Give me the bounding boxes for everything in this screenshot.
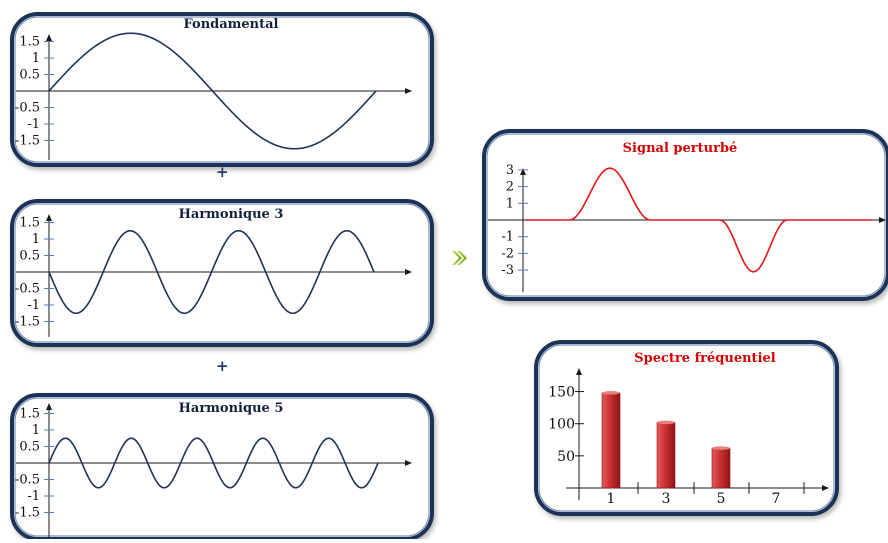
y-tick-label: 1.5 [19, 407, 40, 422]
y-axis-arrow [46, 403, 52, 410]
panel-frame [482, 129, 888, 301]
harmonique-3-curve [48, 229, 375, 315]
y-tick-label: -1 [27, 117, 40, 132]
panel-frame [10, 393, 434, 541]
panel-frame [10, 12, 434, 167]
y-tick-label: -3 [501, 263, 514, 278]
y-tick-label: -1.5 [15, 134, 40, 149]
panel-harmonique-3: 1.51 0.5 -0.5-1 -1.5 Harmonique 3 [10, 199, 434, 347]
panel-title: Harmonique 3 [179, 207, 284, 222]
bar-cap [602, 391, 620, 395]
bar-harmonic-1 [601, 392, 621, 489]
y-axis-arrow [520, 168, 526, 175]
x-tick-label: 7 [772, 491, 781, 507]
y-tick-label: 0.5 [19, 440, 40, 455]
panel-fondamental: 1.51 0.5 -0.5-1 -1.5 Fondamental [10, 12, 434, 167]
y-tick-label: 150 [548, 385, 575, 401]
chevron [457, 251, 467, 265]
y-tick-label: 1 [32, 232, 40, 247]
panel-signal-perturbe: 3 21 -1-2 -3 Signal perturbé [482, 129, 888, 301]
y-tick-label: -2 [501, 246, 514, 261]
signal-perturbe-curve [526, 167, 872, 273]
x-axis-arrow [879, 217, 886, 223]
y-tick-label: 100 [548, 417, 575, 433]
y-tick-label: 3 [506, 163, 514, 178]
y-tick-label: -1 [501, 230, 514, 245]
y-tick-label: 1 [32, 51, 40, 66]
y-tick-label: -1 [27, 298, 40, 313]
plus-sign: + [216, 357, 229, 375]
y-tick-label: -1.5 [15, 506, 40, 521]
y-axis-arrow [46, 214, 52, 221]
y-tick-label: 1 [506, 196, 514, 211]
y-tick-label: 2 [506, 180, 514, 195]
y-axis-arrow [46, 34, 52, 41]
y-tick-label: 1 [32, 423, 40, 438]
x-tick-label: 1 [607, 491, 616, 507]
y-tick-label: 1.5 [19, 216, 40, 231]
harmonique-5-curve [48, 437, 379, 489]
y-tick-label: -0.5 [15, 473, 40, 488]
panel-title: Signal perturbé [623, 141, 738, 156]
x-tick-label: 3 [662, 491, 671, 507]
double-chevron-arrow-icon [452, 251, 467, 265]
bar-cap [712, 446, 730, 450]
panel-title: Harmonique 5 [179, 401, 284, 416]
y-tick-label: -1 [27, 489, 40, 504]
y-tick-label: 1.5 [19, 35, 40, 50]
bar-harmonic-5 [711, 447, 731, 489]
y-tick-label: -0.5 [15, 282, 40, 297]
chevron [452, 251, 462, 265]
panel-frame [10, 199, 434, 347]
x-axis-arrow [405, 88, 412, 94]
panel-frame-highlight [14, 203, 430, 343]
y-tick-label: -0.5 [15, 101, 40, 116]
bar-cap [657, 420, 675, 425]
x-axis-arrow [405, 460, 412, 466]
panel-title: Spectre fréquentiel [634, 351, 776, 366]
panel-frame-highlight [538, 344, 835, 512]
bar-harmonic-3 [656, 422, 676, 489]
panel-frame-highlight [14, 397, 430, 537]
x-axis-arrow [405, 269, 412, 275]
panel-frame-highlight [14, 16, 430, 163]
y-tick-label: -1.5 [15, 315, 40, 330]
y-axis-arrow [576, 368, 582, 375]
y-tick-label: 0.5 [19, 68, 40, 83]
y-tick-label: 50 [557, 449, 575, 465]
x-axis-arrow [822, 485, 829, 491]
y-tick-label: 0.5 [19, 249, 40, 264]
x-tick-label: 5 [717, 491, 726, 507]
panel-title: Fondamental [184, 17, 279, 32]
plus-sign: + [216, 163, 229, 181]
panel-spectre-frequentiel: Spectre fréquentiel 150 100 50 1 3 5 7 [534, 340, 839, 516]
panel-frame-highlight [486, 133, 886, 297]
fondamental-curve [48, 32, 377, 150]
panel-harmonique-5: 1.51 0.5 -0.5-1 -1.5 Harmonique 5 [10, 393, 434, 541]
